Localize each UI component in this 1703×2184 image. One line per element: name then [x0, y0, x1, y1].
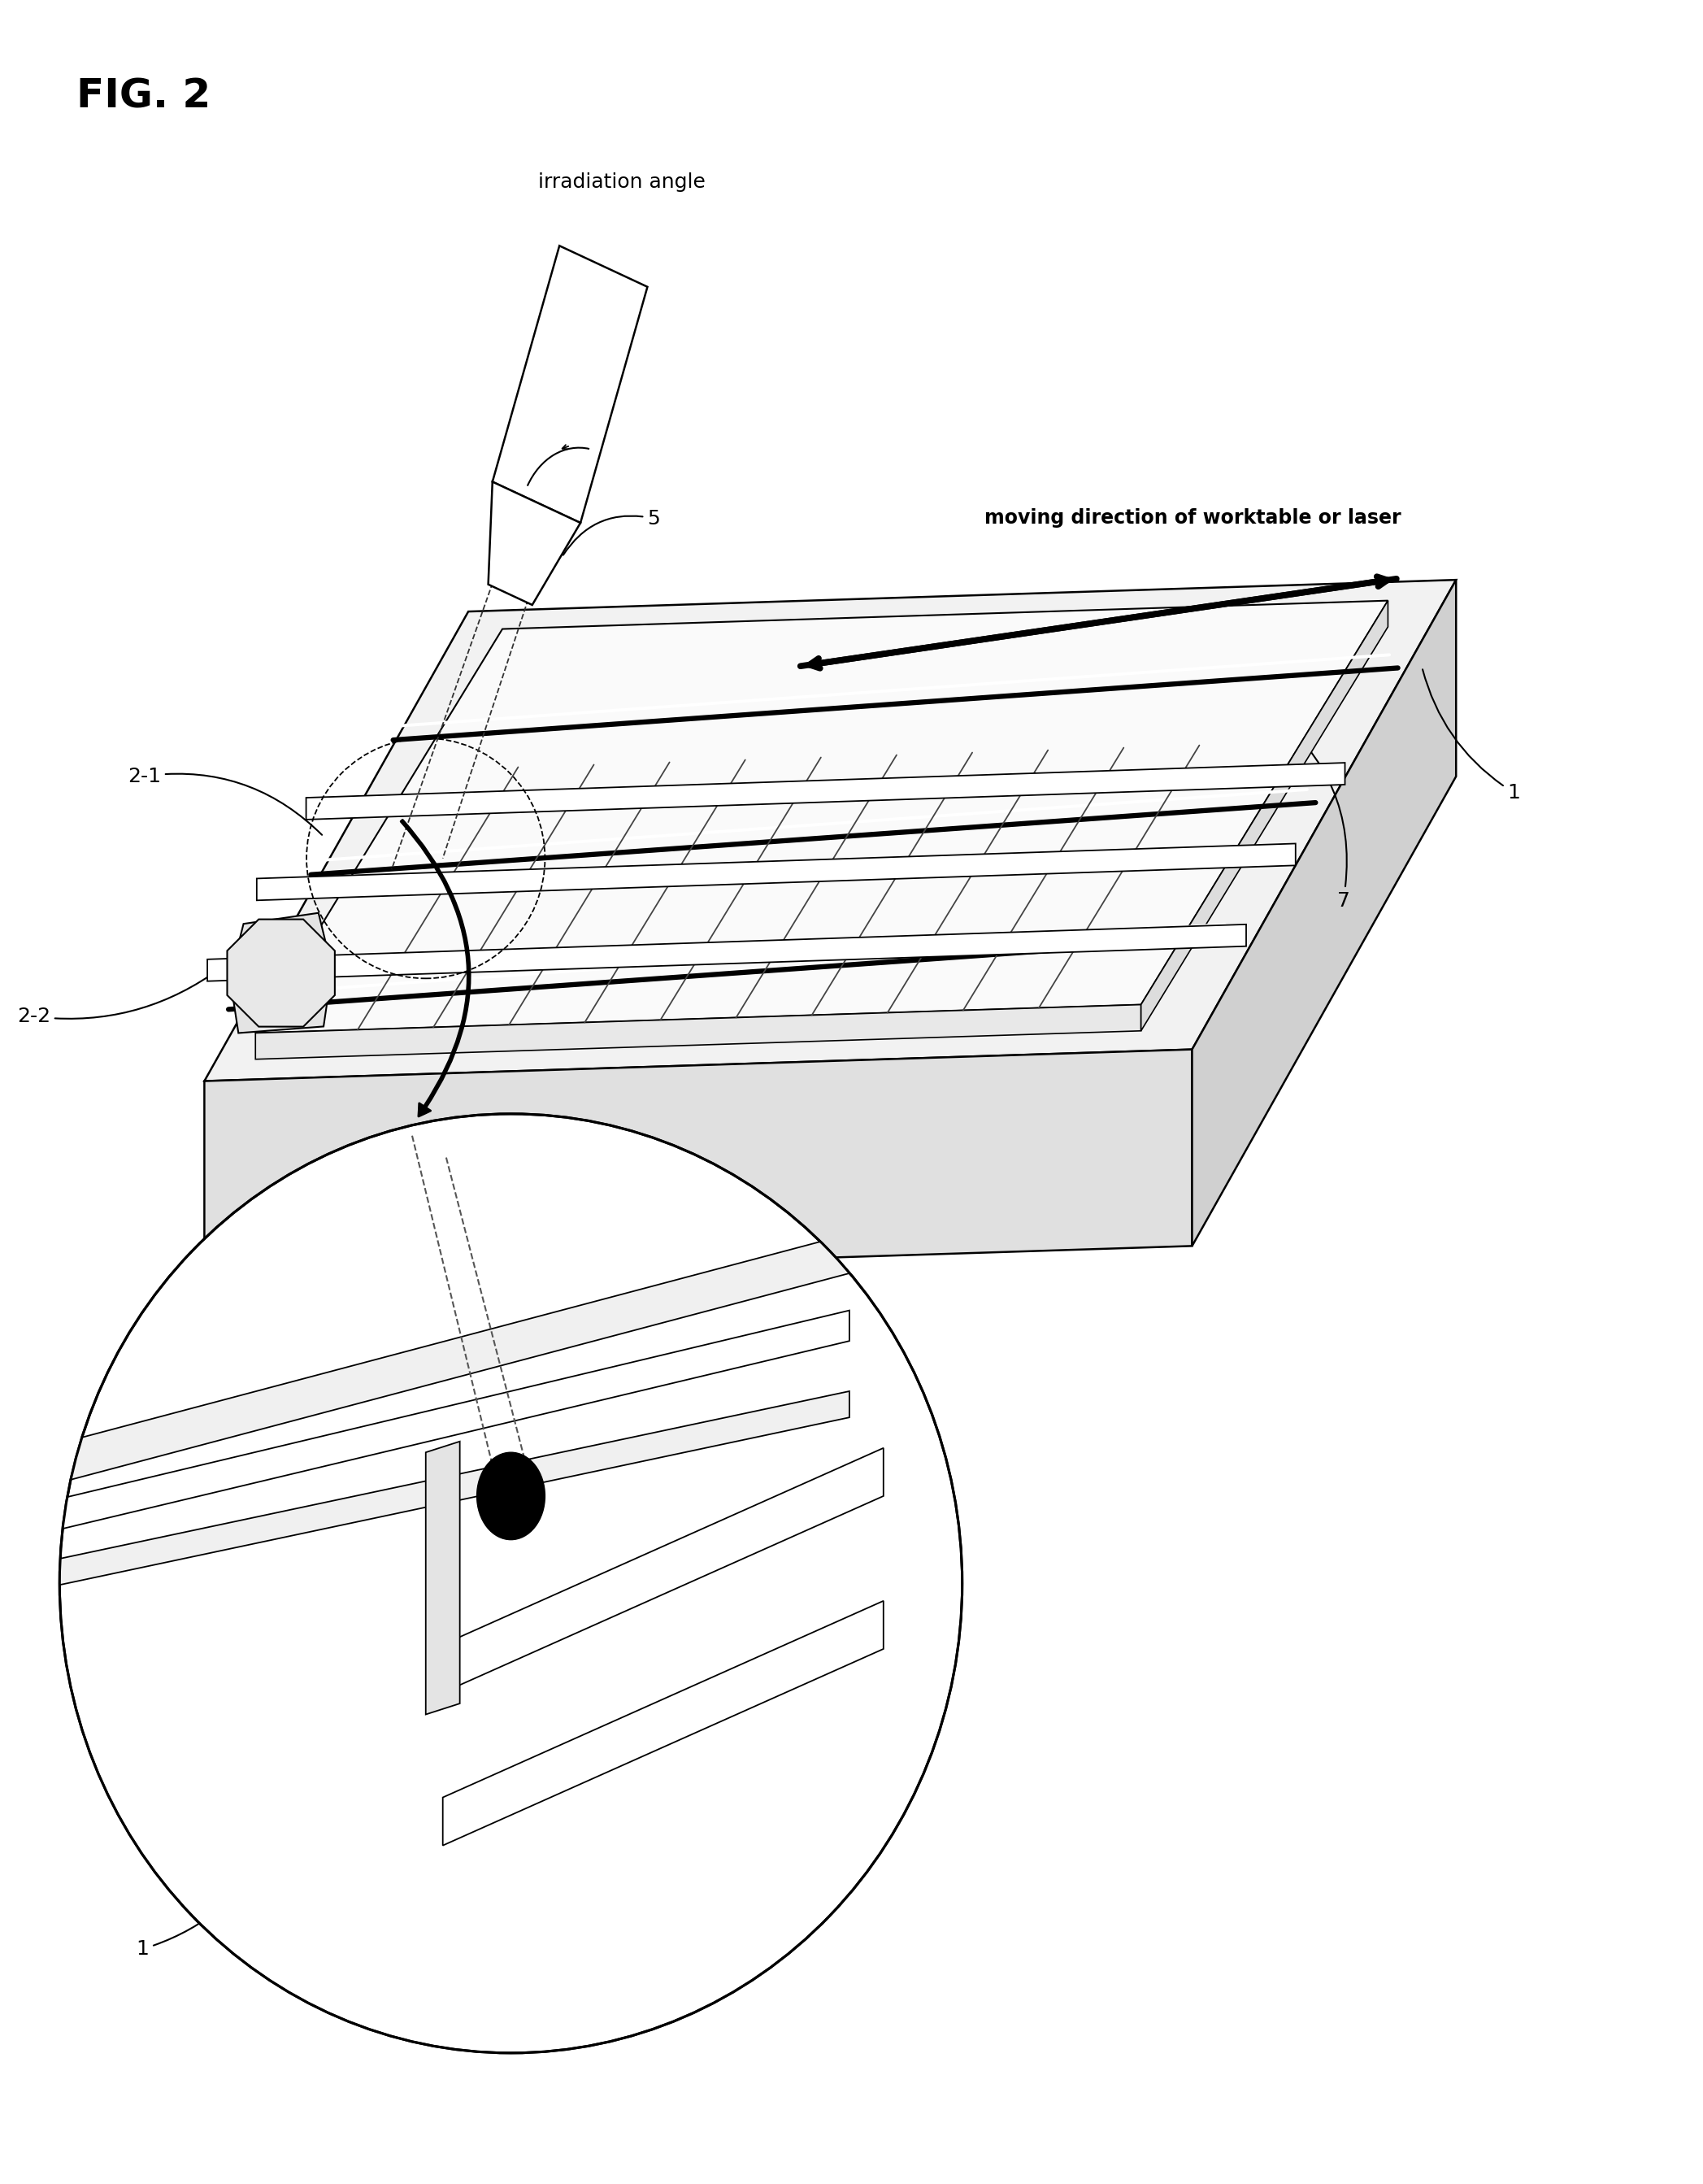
Polygon shape	[226, 919, 335, 1026]
Text: 5: 5	[564, 509, 661, 555]
Polygon shape	[443, 1601, 884, 1845]
FancyArrowPatch shape	[400, 819, 470, 1116]
Text: 7: 7	[1270, 712, 1350, 911]
Polygon shape	[26, 1391, 850, 1592]
Polygon shape	[26, 1310, 850, 1538]
Polygon shape	[443, 1448, 884, 1693]
Polygon shape	[255, 601, 1388, 1033]
Polygon shape	[230, 913, 332, 1033]
Text: 2-1: 2-1	[819, 1597, 886, 1730]
Polygon shape	[426, 1441, 460, 1714]
Polygon shape	[257, 843, 1296, 900]
Text: 1: 1	[136, 1848, 271, 1959]
Polygon shape	[26, 1234, 850, 1492]
Polygon shape	[307, 762, 1345, 819]
Polygon shape	[204, 1051, 1192, 1278]
Polygon shape	[492, 247, 647, 522]
Polygon shape	[1192, 581, 1456, 1245]
Text: 6: 6	[538, 1328, 729, 1470]
Polygon shape	[204, 581, 1456, 1081]
Text: 2-2: 2-2	[17, 970, 220, 1026]
Polygon shape	[255, 1005, 1141, 1059]
Text: 1: 1	[1422, 670, 1521, 802]
Polygon shape	[1141, 601, 1388, 1031]
Text: FIG. 2: FIG. 2	[77, 76, 211, 116]
Text: moving direction of worktable or laser: moving direction of worktable or laser	[984, 509, 1402, 526]
Polygon shape	[489, 483, 581, 605]
Circle shape	[477, 1452, 545, 1540]
Ellipse shape	[60, 1114, 962, 2053]
Polygon shape	[208, 924, 1247, 981]
Text: irradiation angle: irradiation angle	[538, 173, 705, 192]
Text: 2-1: 2-1	[128, 767, 322, 834]
